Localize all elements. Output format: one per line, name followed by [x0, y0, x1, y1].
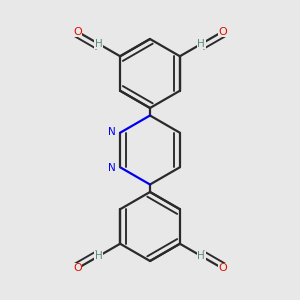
- Text: O: O: [73, 263, 82, 273]
- Text: H: H: [197, 251, 205, 261]
- Text: N: N: [108, 127, 116, 137]
- Text: N: N: [108, 163, 116, 173]
- Text: O: O: [73, 27, 82, 37]
- Text: H: H: [95, 39, 103, 49]
- Text: O: O: [218, 263, 227, 273]
- Text: H: H: [197, 39, 205, 49]
- Text: O: O: [218, 27, 227, 37]
- Text: H: H: [95, 251, 103, 261]
